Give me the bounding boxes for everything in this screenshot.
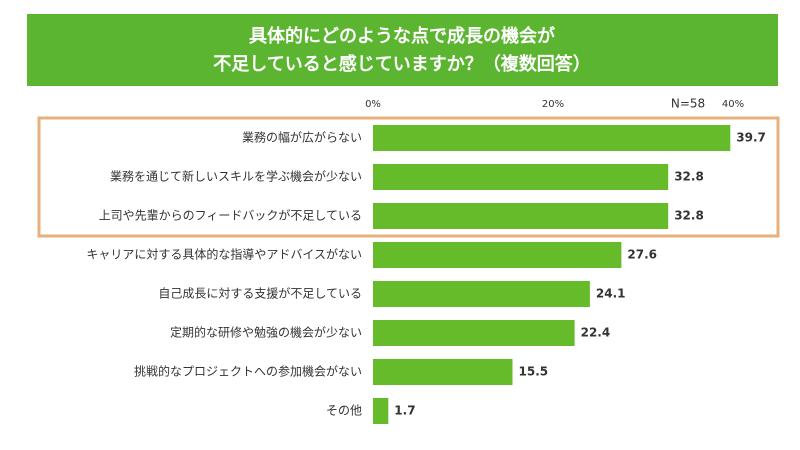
chart-title: 不足していると感じていますか？（複数回答）: [213, 53, 590, 75]
value-label: 39.7: [736, 131, 766, 145]
title-banner: [27, 14, 778, 86]
value-label: 22.4: [581, 326, 611, 340]
y-tick-label: 業務を通じて新しいスキルを学ぶ機会が少ない: [110, 169, 362, 184]
x-tick-label: 0%: [365, 99, 381, 110]
x-tick-label: 40%: [722, 99, 744, 110]
y-tick-label: 業務の幅が広がらない: [242, 130, 362, 145]
value-label: 1.7: [394, 404, 415, 418]
x-tick-label: 20%: [542, 99, 564, 110]
y-tick-label: キャリアに対する具体的な指導やアドバイスがない: [86, 247, 362, 262]
value-label: 27.6: [627, 248, 657, 262]
value-label: 32.8: [674, 209, 704, 223]
bar: [373, 281, 590, 307]
y-tick-label: その他: [326, 404, 362, 418]
y-tick-label: 挑戦的なプロジェクトへの参加機会がない: [134, 364, 362, 379]
sample-size: N=58: [671, 97, 705, 111]
bar: [373, 398, 389, 424]
chart-title: 具体的にどのような点で成長の機会が: [249, 25, 555, 47]
value-label: 24.1: [596, 287, 626, 301]
bar: [373, 125, 731, 151]
y-tick-label: 自己成長に対する支援が不足している: [158, 286, 362, 301]
bar: [373, 320, 575, 346]
bar: [373, 359, 513, 385]
bar: [373, 203, 669, 229]
bar: [373, 242, 622, 268]
y-tick-label: 定期的な研修や勉強の機会が少ない: [170, 325, 362, 340]
value-label: 32.8: [674, 170, 704, 184]
bar: [373, 164, 669, 190]
value-label: 15.5: [519, 365, 549, 379]
highlight-box: [37, 116, 780, 238]
y-tick-label: 上司や先輩からのフィードバックが不足している: [99, 208, 362, 223]
